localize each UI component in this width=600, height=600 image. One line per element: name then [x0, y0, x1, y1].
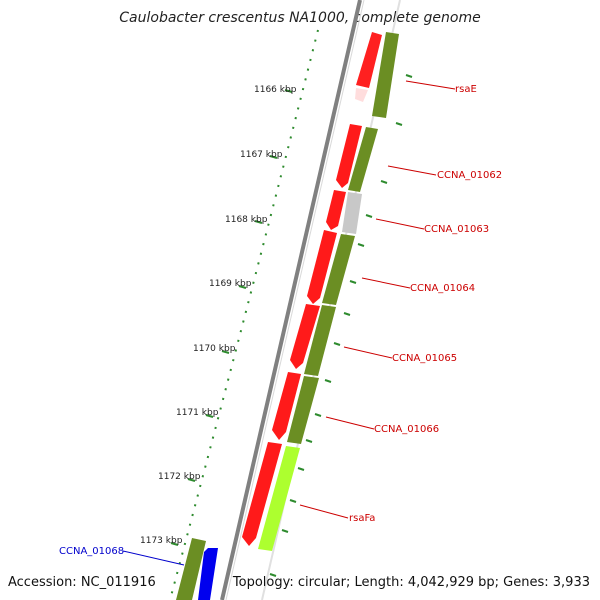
gene-arrow[interactable] — [326, 190, 346, 230]
tick-label: 1173 kbp — [140, 536, 183, 546]
tick-labels: 1166 kbp 1167 kbp 1168 kbp 1169 kbp 1170… — [140, 85, 297, 546]
gene-label[interactable]: CCNA_01066 — [374, 424, 439, 435]
topology-text: Topology: circular; Length: 4,042,929 bp… — [232, 575, 590, 590]
label-leaders — [122, 80, 456, 566]
green-features — [176, 32, 399, 600]
gene-arrow[interactable] — [176, 538, 206, 600]
minor-tick — [395, 122, 403, 126]
tick-label: 1172 kbp — [158, 472, 201, 482]
minor-tick — [269, 573, 277, 577]
gene-arrow[interactable] — [307, 230, 337, 304]
major-tick — [284, 89, 293, 93]
gene-arrow[interactable] — [348, 127, 378, 192]
major-tick — [187, 478, 196, 482]
gene-arrow[interactable] — [372, 32, 399, 118]
gene-arrow[interactable] — [242, 442, 282, 546]
minor-tick — [380, 180, 388, 184]
tick-label: 1168 kbp — [225, 215, 268, 225]
gene-label[interactable]: rsaE — [455, 84, 477, 95]
major-tick — [221, 350, 230, 354]
tick-label: 1170 kbp — [193, 344, 236, 354]
gene-arrow[interactable] — [304, 305, 336, 376]
gene-label[interactable]: CCNA_01065 — [392, 353, 457, 364]
gene-arrow[interactable] — [355, 88, 368, 102]
major-tick — [254, 220, 263, 224]
minor-tick — [305, 439, 313, 443]
tick-marks — [170, 74, 413, 577]
gene-arrow[interactable] — [287, 376, 319, 444]
gene-label[interactable]: CCNA_01068 — [59, 546, 124, 557]
gene-arrow[interactable] — [356, 32, 382, 88]
gene-arrow[interactable] — [342, 192, 362, 234]
minor-tick — [314, 413, 322, 417]
backbone-shadow — [225, 0, 365, 600]
minor-tick — [343, 312, 351, 316]
gene-label[interactable]: rsaFa — [349, 513, 375, 524]
major-tick — [269, 155, 278, 159]
backbone — [220, 0, 362, 600]
minor-tick — [281, 529, 289, 533]
gene-arrow[interactable] — [258, 446, 300, 551]
minor-tick — [357, 243, 365, 247]
gene-arrow-blue[interactable] — [198, 548, 218, 600]
gene-arrow[interactable] — [336, 124, 362, 188]
gene-label[interactable]: CCNA_01063 — [424, 224, 489, 235]
red-features — [198, 32, 382, 600]
minor-tick — [405, 74, 413, 78]
gene-arrow[interactable] — [322, 234, 355, 305]
gene-label[interactable]: CCNA_01062 — [437, 170, 502, 181]
gene-label[interactable]: CCNA_01064 — [410, 283, 475, 294]
gene-arrow[interactable] — [272, 372, 301, 440]
gene-arrow[interactable] — [290, 304, 320, 369]
major-tick — [205, 414, 214, 418]
major-tick — [170, 542, 179, 546]
accession-text: Accession: NC_011916 — [8, 575, 156, 590]
tick-ring — [169, 29, 319, 600]
minor-tick — [289, 499, 297, 503]
minor-tick — [349, 280, 357, 284]
tick-label: 1167 kbp — [240, 150, 283, 160]
tick-label: 1169 kbp — [209, 279, 252, 289]
tick-label: 1171 kbp — [176, 408, 219, 418]
map-title: Caulobacter crescentus NA1000, complete … — [119, 10, 481, 26]
minor-tick — [333, 342, 341, 346]
major-tick — [238, 285, 247, 289]
minor-tick — [365, 214, 373, 218]
minor-tick — [324, 379, 332, 383]
minor-tick — [297, 467, 305, 471]
tick-label: 1166 kbp — [254, 85, 297, 95]
